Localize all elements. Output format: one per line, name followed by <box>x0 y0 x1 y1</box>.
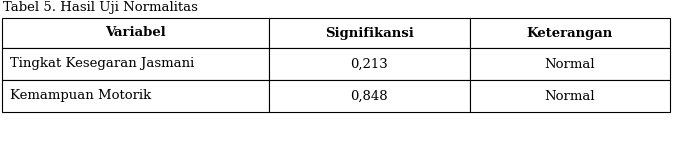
Text: Variabel: Variabel <box>105 27 166 40</box>
Bar <box>2 80 269 112</box>
Text: Kemampuan Motorik: Kemampuan Motorik <box>10 89 151 102</box>
Text: 0,848: 0,848 <box>350 89 388 102</box>
Bar <box>269 80 470 112</box>
Text: Keterangan: Keterangan <box>526 27 613 40</box>
Text: Normal: Normal <box>545 58 595 71</box>
Text: Tingkat Kesegaran Jasmani: Tingkat Kesegaran Jasmani <box>10 58 194 71</box>
Text: 0,213: 0,213 <box>350 58 388 71</box>
Bar <box>470 80 670 112</box>
Text: Normal: Normal <box>545 89 595 102</box>
Text: Signifikansi: Signifikansi <box>325 27 414 40</box>
Text: Tabel 5. Hasil Uji Normalitas: Tabel 5. Hasil Uji Normalitas <box>3 1 198 14</box>
Bar <box>470 18 670 48</box>
Bar <box>2 48 269 80</box>
Bar <box>2 18 269 48</box>
Bar <box>269 48 470 80</box>
Bar <box>269 18 470 48</box>
Bar <box>470 48 670 80</box>
